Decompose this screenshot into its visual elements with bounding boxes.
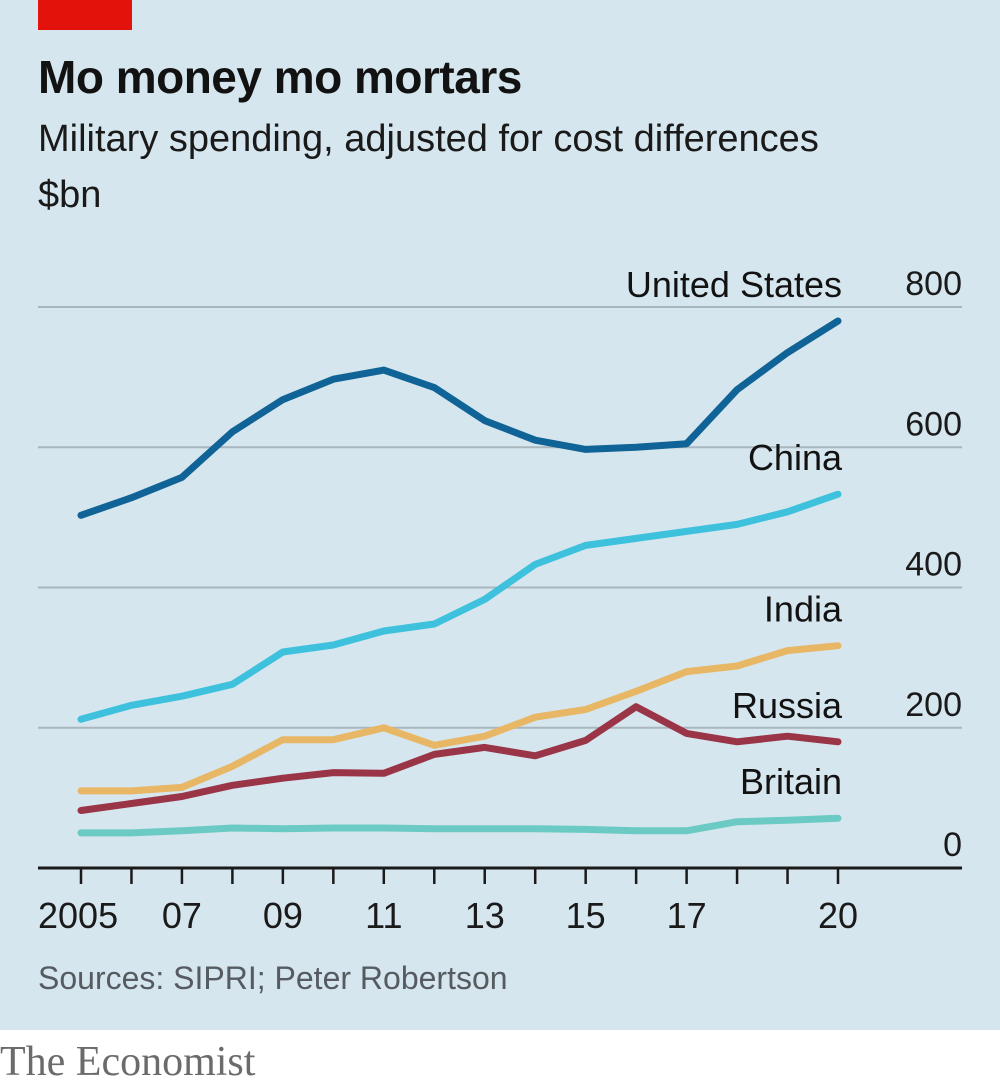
x-axis: 2005 07 09 11 13 15 17 20 (38, 866, 962, 936)
line-chart: 0 200 400 600 800 2005 07 09 11 13 15 17 20 United … (38, 264, 962, 936)
brand-red-tag (38, 0, 132, 30)
x-tick-label-2011: 11 (365, 895, 402, 936)
y-axis-ticks: 0 200 400 600 800 (905, 265, 962, 864)
series-label-russia: Russia (732, 685, 843, 726)
chart-panel: Mo money mo mortars Military spending, a… (0, 0, 1000, 1030)
series-label-united-states: United States (626, 264, 842, 305)
y-tick-label-800: 800 (905, 265, 962, 303)
series-label-china: China (748, 437, 843, 478)
chart-title: Mo money mo mortars (38, 51, 522, 103)
chart-subtitle: Military spending, adjusted for cost dif… (38, 118, 819, 160)
x-tick-label-2007: 07 (162, 895, 202, 936)
brand-wordmark: The Economist (0, 1039, 256, 1085)
series-label-india: India (764, 589, 843, 630)
y-tick-label-600: 600 (905, 405, 962, 443)
x-tick-label-2020: 20 (818, 895, 858, 936)
series-line-china (77, 490, 842, 723)
series-line-india (77, 642, 842, 795)
x-tick-label-2005: 2005 (38, 895, 118, 936)
y-tick-label-400: 400 (905, 546, 962, 584)
series-line-united-states (77, 317, 842, 519)
series-label-britain: Britain (740, 761, 842, 802)
x-tick-label-2009: 09 (263, 895, 303, 936)
x-tick-label-2017: 17 (667, 895, 707, 936)
y-tick-label-0: 0 (943, 826, 962, 864)
series-labels: United States China India Russia Britain (626, 264, 843, 802)
source-note: Sources: SIPRI; Peter Robertson (38, 960, 508, 996)
series-line-britain (77, 814, 842, 837)
gridlines (38, 306, 962, 729)
chart-unit-label: $bn (38, 174, 102, 216)
y-tick-label-200: 200 (905, 686, 962, 724)
x-tick-label-2015: 15 (566, 895, 606, 936)
series-lines (77, 317, 842, 837)
x-tick-label-2013: 13 (465, 895, 505, 936)
series-line-russia (77, 703, 842, 814)
